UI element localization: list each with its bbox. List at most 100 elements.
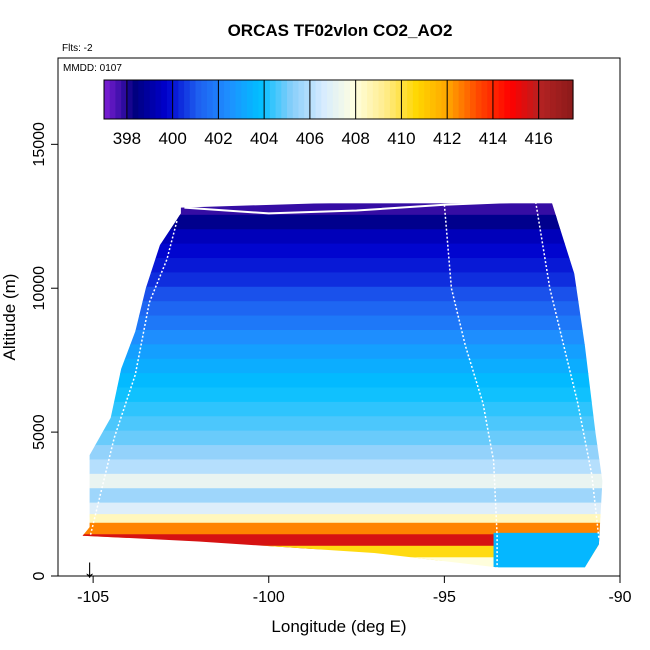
- colorbar-segment: [452, 80, 460, 119]
- colorbar-segment: [287, 80, 294, 119]
- colorbar-segment: [292, 80, 300, 119]
- colorbar-segment: [218, 80, 225, 119]
- colorbar-segment: [389, 80, 397, 119]
- colorbar-segment: [447, 80, 454, 119]
- heatmap-layer-7: [82, 301, 603, 317]
- colorbar-segment: [298, 80, 305, 119]
- colorbar-segment: [504, 80, 511, 119]
- x-tick-label: -95: [433, 589, 456, 606]
- colorbar-segment: [138, 80, 145, 119]
- colorbar-segment: [527, 80, 534, 119]
- colorbar-segment: [412, 80, 420, 119]
- colorbar-segment: [395, 80, 403, 119]
- colorbar-segment: [475, 80, 483, 119]
- heatmap-layer-10: [82, 344, 603, 360]
- colorbar-segment: [229, 80, 237, 119]
- heatmap-layer-6: [82, 286, 603, 302]
- date-note: MMDD: 0107: [63, 63, 122, 74]
- heatmap-layer-21: [82, 502, 603, 518]
- heatmap-layer-17: [82, 445, 603, 461]
- colorbar-segment: [532, 80, 540, 119]
- colorbar-segment: [550, 80, 557, 119]
- colorbar-segment: [361, 80, 368, 119]
- x-tick-label: -90: [608, 589, 631, 606]
- colorbar-segment: [109, 80, 117, 119]
- colorbar-segment: [189, 80, 197, 119]
- colorbar-segment: [407, 80, 414, 119]
- heatmap-layer-20: [82, 488, 603, 504]
- colorbar-segment: [401, 80, 408, 119]
- heatmap-layer-13: [82, 387, 603, 403]
- colorbar-segment: [166, 80, 174, 119]
- heatmap-layer-14: [82, 401, 603, 417]
- colorbar-tick-label: 408: [341, 129, 369, 148]
- colorbar-segment: [332, 80, 340, 119]
- colorbar-segment: [258, 80, 265, 119]
- colorbar-tick-label: 402: [204, 129, 232, 148]
- x-tick-label: -105: [77, 589, 109, 606]
- colorbar-segment: [195, 80, 202, 119]
- colorbar-segment: [458, 80, 465, 119]
- colorbar-segment: [355, 80, 362, 119]
- colorbar-segment: [418, 80, 425, 119]
- colorbar-segment: [321, 80, 328, 119]
- colorbar-segment: [430, 80, 437, 119]
- colorbar-segment: [435, 80, 443, 119]
- colorbar-segment: [241, 80, 248, 119]
- colorbar-segment: [315, 80, 322, 119]
- y-axis-label: Altitude (m): [0, 274, 19, 361]
- colorbar-segment: [184, 80, 191, 119]
- colorbar-segment: [424, 80, 431, 119]
- colorbar-segment: [521, 80, 528, 119]
- colorbar-segment: [121, 80, 128, 119]
- colorbar-tick-label: 406: [296, 129, 324, 148]
- colorbar-segment: [492, 80, 500, 119]
- colorbar-segment: [510, 80, 517, 119]
- colorbar-segment: [367, 80, 374, 119]
- curtain-cells: [82, 203, 603, 568]
- colorbar-tick-label: 414: [479, 129, 507, 148]
- heatmap-layer-5: [82, 272, 603, 288]
- colorbar-segment: [555, 80, 563, 119]
- colorbar-segment: [126, 80, 134, 119]
- colorbar-tick-label: 400: [158, 129, 186, 148]
- colorbar-segment: [104, 80, 111, 119]
- colorbar-segment: [544, 80, 551, 119]
- heatmap-layer-4: [82, 258, 603, 273]
- colorbar-segment: [201, 80, 208, 119]
- flight-track-left: [88, 219, 179, 539]
- colorbar-segment: [498, 80, 505, 119]
- colorbar-segment: [538, 80, 546, 119]
- plot-frame: [57, 57, 621, 577]
- heatmap-layer-18: [82, 459, 603, 475]
- x-axis-label: Longitude (deg E): [271, 617, 406, 636]
- heatmap-layer-11: [82, 358, 603, 374]
- chart-title: ORCAS TF02vlon CO2_AO2: [228, 21, 453, 40]
- heatmap-layer: [82, 203, 603, 568]
- colorbar-segment: [338, 80, 345, 119]
- colorbar-segment: [349, 80, 357, 119]
- colorbar-frame: [103, 79, 574, 120]
- colorbar-segment: [212, 80, 219, 119]
- colorbar-tick-label: 410: [387, 129, 415, 148]
- colorbar-segment: [155, 80, 162, 119]
- location-marker-arrow: ↓: [83, 553, 96, 583]
- heatmap-layer-12: [82, 373, 603, 389]
- colorbar-segment: [275, 80, 282, 119]
- heatmap-layer-19: [82, 473, 603, 489]
- x-tick-label: -100: [253, 589, 285, 606]
- colorbar-segment: [378, 80, 385, 119]
- colorbar-segment: [384, 80, 391, 119]
- colorbar-segment: [132, 80, 139, 119]
- flight-track-right2: [534, 201, 600, 539]
- flight-track-layer: [88, 200, 600, 571]
- flight-track-right1: [443, 204, 498, 571]
- colorbar-segment: [281, 80, 288, 119]
- colorbar-segment: [178, 80, 185, 119]
- heatmap-layer-23: [82, 522, 603, 538]
- colorbar-segment: [172, 80, 179, 119]
- colorbar-segment: [327, 80, 334, 119]
- colorbar-segment: [304, 80, 311, 119]
- y-tick-label: 5000: [31, 414, 48, 450]
